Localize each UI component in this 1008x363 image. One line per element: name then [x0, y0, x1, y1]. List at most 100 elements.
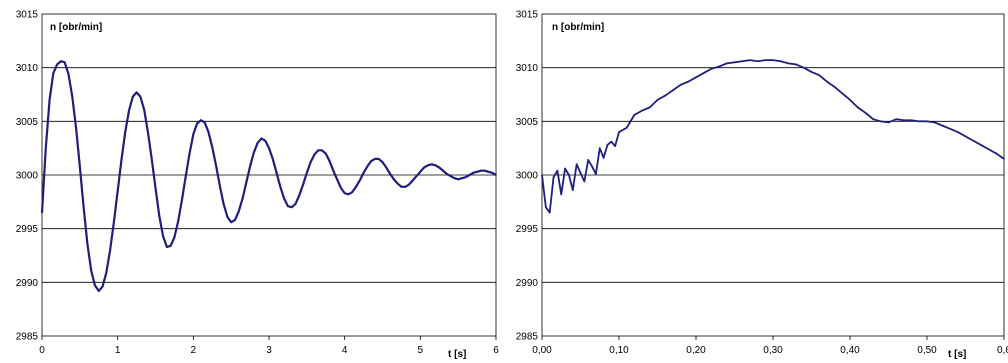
data-point — [933, 121, 936, 124]
data-point — [941, 124, 944, 127]
data-point — [687, 80, 690, 83]
data-point — [351, 191, 354, 193]
series-points-left — [41, 60, 497, 292]
data-point — [317, 149, 319, 152]
data-point — [162, 235, 164, 237]
data-point — [306, 172, 308, 174]
data-point — [841, 92, 844, 95]
data-point — [52, 72, 55, 74]
data-point — [472, 172, 475, 174]
data-point — [568, 174, 570, 176]
data-point — [264, 139, 267, 142]
data-point — [109, 249, 111, 251]
data-point — [166, 246, 168, 248]
data-point — [404, 186, 407, 188]
data-point — [188, 152, 191, 155]
y-axis-label-left: n [obr/min] — [50, 22, 102, 33]
data-point — [275, 172, 278, 174]
data-point — [483, 169, 486, 172]
data-point — [139, 95, 142, 98]
data-point — [491, 172, 494, 174]
x-tick-label: 0 — [39, 345, 45, 356]
data-point — [764, 59, 767, 61]
data-point — [664, 94, 666, 97]
y-tick-label: 3015 — [16, 10, 39, 21]
x-axis-label-left: t [s] — [448, 349, 466, 360]
y-tick-label: 2990 — [16, 278, 39, 289]
data-point — [614, 145, 616, 147]
chart-panel-left: 2985 2990 2995 3000 3005 3010 3015 0 1 2 3 4 5 6 n [… — [16, 10, 499, 361]
data-point — [446, 173, 448, 175]
data-point — [548, 211, 551, 214]
data-point — [995, 152, 998, 155]
data-point — [464, 176, 467, 178]
data-point — [480, 169, 482, 172]
data-point — [672, 89, 674, 92]
data-point — [135, 91, 138, 94]
data-point — [56, 63, 58, 66]
data-point — [75, 126, 77, 129]
y-tick-label: 3010 — [516, 63, 539, 74]
x-tick-label: 6 — [493, 345, 499, 356]
y-tick-label: 3005 — [516, 117, 539, 128]
y-tick-label: 2995 — [16, 224, 39, 235]
data-point — [427, 164, 429, 167]
data-point — [411, 179, 414, 182]
x-tick-label: 0,30 — [763, 345, 783, 356]
data-point — [359, 179, 361, 182]
data-point — [169, 245, 172, 247]
data-point — [192, 133, 195, 136]
data-point — [226, 216, 229, 218]
data-point — [71, 95, 74, 98]
data-point — [381, 161, 384, 163]
data-point — [279, 186, 282, 188]
data-point — [215, 164, 217, 167]
data-point — [150, 158, 153, 160]
data-point — [48, 99, 51, 101]
data-point — [154, 187, 157, 189]
data-point — [641, 109, 643, 112]
y-tick-label: 3010 — [16, 63, 39, 74]
data-point — [184, 175, 187, 177]
data-point — [400, 186, 403, 188]
y-tick-label: 3015 — [516, 10, 539, 21]
data-point — [143, 108, 145, 111]
data-point — [219, 184, 221, 187]
y-tick-labels-right: 2985 2990 2995 3000 3005 3010 3015 — [516, 10, 539, 343]
data-point — [787, 62, 790, 65]
data-point — [833, 86, 836, 88]
data-point — [718, 65, 720, 68]
data-point — [826, 80, 828, 83]
x-tick-label: 2 — [191, 345, 197, 356]
data-point — [487, 170, 490, 173]
chart-panel-right: 2985 2990 2995 3000 3005 3010 3015 0,00 0,10 0,2… — [516, 10, 1008, 361]
data-point — [583, 180, 586, 183]
data-point — [880, 120, 882, 123]
data-point — [910, 119, 913, 122]
data-point — [772, 59, 774, 61]
data-point — [695, 76, 697, 79]
data-point — [222, 203, 225, 205]
data-point — [374, 158, 376, 160]
data-point — [579, 172, 582, 174]
data-point — [779, 60, 782, 63]
data-point — [105, 271, 108, 274]
x-tick-label: 0,50 — [917, 345, 937, 356]
data-point — [887, 121, 890, 124]
data-point — [980, 144, 982, 146]
data-point — [453, 177, 456, 180]
data-point — [340, 187, 342, 189]
y-tick-label: 3000 — [16, 171, 39, 182]
data-point — [795, 63, 797, 66]
data-point — [290, 206, 293, 208]
data-point — [313, 153, 316, 156]
data-point — [173, 236, 176, 239]
data-point — [587, 159, 589, 161]
data-point — [253, 151, 255, 154]
data-point — [741, 60, 743, 63]
data-point — [556, 169, 559, 172]
data-point — [366, 165, 369, 168]
data-point — [468, 174, 471, 176]
data-point — [423, 166, 425, 169]
